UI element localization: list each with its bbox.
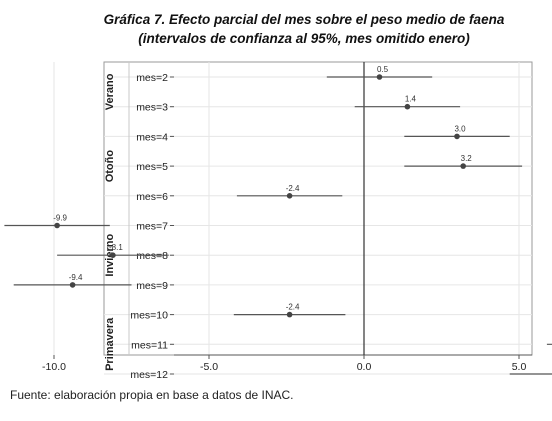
estimate-point-mes-10 [286, 311, 293, 318]
y-tick-label-mes-11: mes=11 [131, 339, 168, 351]
x-tick-label-2: 0.0 [357, 361, 372, 373]
y-tick-label-mes-5: mes=5 [136, 161, 168, 173]
group-label-verano: Verano [104, 73, 116, 110]
chart-title-line1: Gráfica 7. Efecto parcial del mes sobre … [103, 12, 505, 27]
data-label-mes-4: 3.0 [454, 124, 466, 133]
data-label-mes-10: -2.4 [286, 303, 300, 312]
estimate-point-mes-8 [110, 252, 116, 258]
chart-title-line2: (intervalos de confianza al 95%, mes omi… [138, 31, 470, 46]
y-tick-label-mes-4: mes=4 [136, 131, 168, 143]
estimate-point-mes-3 [404, 103, 411, 110]
x-tick-label-1: -5.0 [200, 361, 218, 373]
estimate-point-mes-5 [460, 163, 467, 169]
x-axis: -10.0-5.00.05.010.0 [42, 354, 532, 373]
estimate-point-mes-4 [454, 133, 460, 140]
grid-lines [53, 62, 532, 375]
x-tick-label-0: -10.0 [42, 361, 66, 373]
data-label-mes-7: -9.9 [53, 214, 67, 223]
group-label-primavera: Primavera [104, 317, 116, 371]
data-label-mes-2: 0.5 [377, 65, 389, 74]
x-tick-label-3: 5.0 [512, 361, 527, 373]
y-tick-label-mes-12: mes=12 [130, 369, 168, 380]
y-tick-label-mes-2: mes=2 [136, 72, 168, 84]
estimate-point-mes-2 [376, 74, 383, 80]
y-tick-label-mes-6: mes=6 [136, 191, 168, 203]
plot-area [103, 61, 533, 356]
data-label-mes-5: 3.2 [461, 154, 473, 163]
group-label-otoño: Otoño [104, 150, 116, 183]
source-note: Fuente: elaboración propia en base a dat… [10, 388, 294, 402]
y-tick-label-mes-3: mes=3 [136, 102, 168, 114]
y-tick-label-mes-8: mes=8 [136, 250, 168, 262]
data-label-mes-8: -8.1 [109, 243, 123, 252]
estimate-marks: 0.51.43.03.2-2.4-9.9-8.1-9.4-2.47.76.6 [4, 62, 552, 375]
data-label-mes-9: -9.4 [69, 273, 83, 282]
data-label-mes-6: -2.4 [286, 184, 300, 193]
data-label-mes-3: 1.4 [405, 95, 417, 104]
y-tick-label-mes-9: mes=9 [136, 280, 168, 292]
estimate-point-mes-7 [54, 222, 60, 229]
estimate-point-mes-9 [69, 282, 76, 288]
y-tick-label-mes-7: mes=7 [136, 221, 168, 233]
y-tick-label-mes-10: mes=10 [130, 310, 168, 322]
estimate-point-mes-6 [286, 193, 293, 199]
y-axis: mes=2 mes=3 mes=4 mes=5 mes=6 mes=7 mes=8 mes=9… [128, 62, 174, 380]
